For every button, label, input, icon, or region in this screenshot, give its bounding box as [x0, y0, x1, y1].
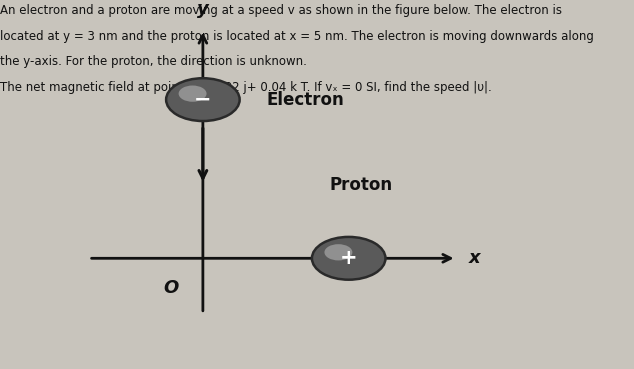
Text: An electron and a proton are moving at a speed v as shown in the figure below. T: An electron and a proton are moving at a…: [0, 4, 562, 17]
Text: the y-axis. For the proton, the direction is unknown.: the y-axis. For the proton, the directio…: [0, 55, 307, 68]
Text: Proton: Proton: [330, 176, 393, 193]
Text: The net magnetic field at point O is 0.02 j+ 0.04 k T. If vₓ = 0 SI, find the sp: The net magnetic field at point O is 0.0…: [0, 81, 492, 94]
Text: O: O: [164, 279, 179, 297]
Text: +: +: [340, 248, 358, 268]
Circle shape: [325, 244, 353, 261]
Text: y: y: [197, 0, 209, 18]
Text: located at y = 3 nm and the proton is located at x = 5 nm. The electron is movin: located at y = 3 nm and the proton is lo…: [0, 30, 594, 42]
Text: Electron: Electron: [266, 91, 344, 108]
Circle shape: [312, 237, 385, 280]
Text: x: x: [469, 249, 481, 267]
Circle shape: [166, 78, 240, 121]
Text: −: −: [194, 90, 212, 110]
Circle shape: [179, 86, 207, 102]
